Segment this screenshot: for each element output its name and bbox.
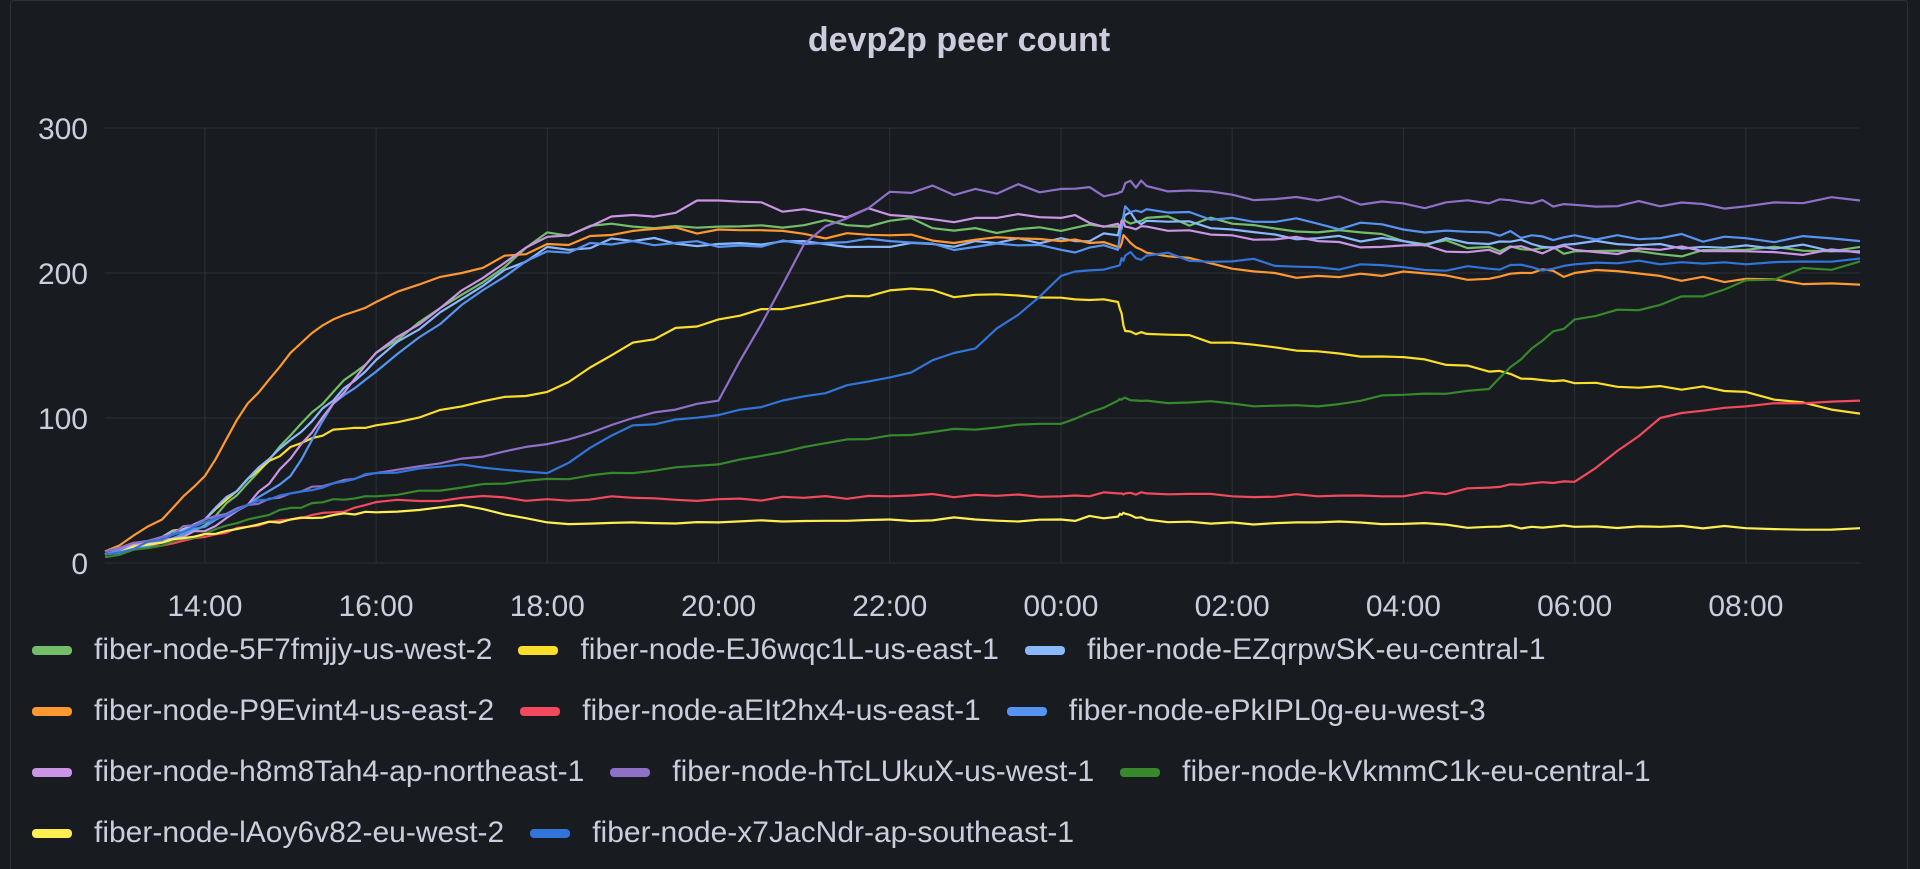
series-line-fiber-node-5F7fmjjy-us-west-2 [104, 215, 1861, 556]
series-line-fiber-node-hTcLUkuX-us-west-1 [104, 179, 1861, 553]
legend-label: fiber-node-h8m8Tah4-ap-northeast-1 [94, 755, 585, 788]
x-tick-label: 00:00 [1023, 590, 1098, 623]
legend-item[interactable]: fiber-node-EZqrpwSK-eu-central-1 [1025, 630, 1546, 670]
legend-swatch [530, 828, 571, 838]
series-line-fiber-node-EZqrpwSK-eu-central-1 [104, 211, 1861, 556]
legend-swatch [32, 828, 72, 838]
x-tick-label: 08:00 [1708, 590, 1783, 623]
series-line-fiber-node-lAoy6v82-eu-west-2 [104, 503, 1861, 556]
series-line-fiber-node-ePkIPL0g-eu-west-3 [104, 205, 1861, 556]
series-line-fiber-node-x7JacNdr-ap-southeast-1 [104, 250, 1861, 556]
y-tick-label: 0 [71, 548, 88, 581]
y-tick-label: 100 [38, 403, 88, 436]
y-tick-label: 300 [38, 113, 88, 146]
legend-item[interactable]: fiber-node-EJ6wqc1L-us-east-1 [518, 630, 999, 670]
x-tick-label: 14:00 [167, 590, 242, 623]
legend-item[interactable]: fiber-node-ePkIPL0g-eu-west-3 [1006, 691, 1486, 731]
legend-item[interactable]: fiber-node-aEIt2hx4-us-east-1 [520, 691, 981, 731]
chart-legend: fiber-node-5F7fmjjy-us-west-2 fiber-node-… [32, 630, 1892, 853]
legend-item[interactable]: fiber-node-kVkmmC1k-eu-central-1 [1120, 752, 1651, 792]
series-line-fiber-node-kVkmmC1k-eu-central-1 [104, 260, 1861, 559]
x-tick-label: 06:00 [1537, 590, 1612, 623]
legend-item[interactable]: fiber-node-P9Evint4-us-east-2 [32, 691, 494, 731]
x-tick-label: 20:00 [681, 590, 756, 623]
legend-swatch [32, 645, 72, 655]
legend-label: fiber-node-ePkIPL0g-eu-west-3 [1068, 694, 1486, 727]
series-line-fiber-node-P9Evint4-us-east-2 [104, 226, 1861, 553]
legend-label: fiber-node-EZqrpwSK-eu-central-1 [1087, 633, 1546, 666]
legend-label: fiber-node-kVkmmC1k-eu-central-1 [1182, 755, 1651, 788]
chart-series [104, 179, 1861, 559]
x-tick-label: 22:00 [852, 590, 927, 623]
chart-grid [105, 127, 1860, 564]
legend-item[interactable]: fiber-node-x7JacNdr-ap-southeast-1 [530, 813, 1074, 853]
legend-swatch [32, 706, 72, 716]
legend-item[interactable]: fiber-node-5F7fmjjy-us-west-2 [32, 630, 492, 670]
x-tick-label: 02:00 [1195, 590, 1270, 623]
panel-title: devp2p peer count [807, 21, 1111, 59]
legend-item[interactable]: fiber-node-hTcLUkuX-us-west-1 [610, 752, 1094, 792]
legend-swatch [518, 645, 559, 655]
series-line-fiber-node-h8m8Tah4-ap-northeast-1 [104, 199, 1861, 553]
legend-swatch [1006, 706, 1047, 716]
legend-item[interactable]: fiber-node-lAoy6v82-eu-west-2 [32, 813, 504, 853]
legend-swatch [1025, 645, 1065, 655]
legend-swatch [610, 767, 651, 777]
legend-label: fiber-node-aEIt2hx4-us-east-1 [582, 694, 981, 727]
legend-swatch [520, 706, 561, 716]
legend-swatch [32, 767, 72, 777]
y-tick-label: 200 [38, 258, 88, 291]
legend-label: fiber-node-5F7fmjjy-us-west-2 [94, 633, 493, 666]
x-tick-label: 18:00 [510, 590, 585, 623]
x-tick-label: 16:00 [339, 590, 414, 623]
line-chart: 0 100 200 300 14:00 16:00 18:00 20:00 22:00 00:00… [38, 113, 1861, 623]
legend-swatch [1120, 767, 1161, 777]
series-line-fiber-node-aEIt2hx4-us-east-1 [104, 399, 1861, 556]
chart-axes: 0 100 200 300 14:00 16:00 18:00 20:00 22:00 00:00… [38, 113, 1783, 623]
series-line-fiber-node-EJ6wqc1L-us-east-1 [104, 287, 1861, 556]
legend-label: fiber-node-hTcLUkuX-us-west-1 [672, 755, 1095, 788]
legend-label: fiber-node-P9Evint4-us-east-2 [94, 694, 495, 727]
legend-label: fiber-node-x7JacNdr-ap-southeast-1 [592, 816, 1075, 849]
legend-label: fiber-node-EJ6wqc1L-us-east-1 [580, 633, 999, 666]
legend-item[interactable]: fiber-node-h8m8Tah4-ap-northeast-1 [32, 752, 584, 792]
legend-label: fiber-node-lAoy6v82-eu-west-2 [94, 816, 505, 849]
x-tick-label: 04:00 [1366, 590, 1441, 623]
